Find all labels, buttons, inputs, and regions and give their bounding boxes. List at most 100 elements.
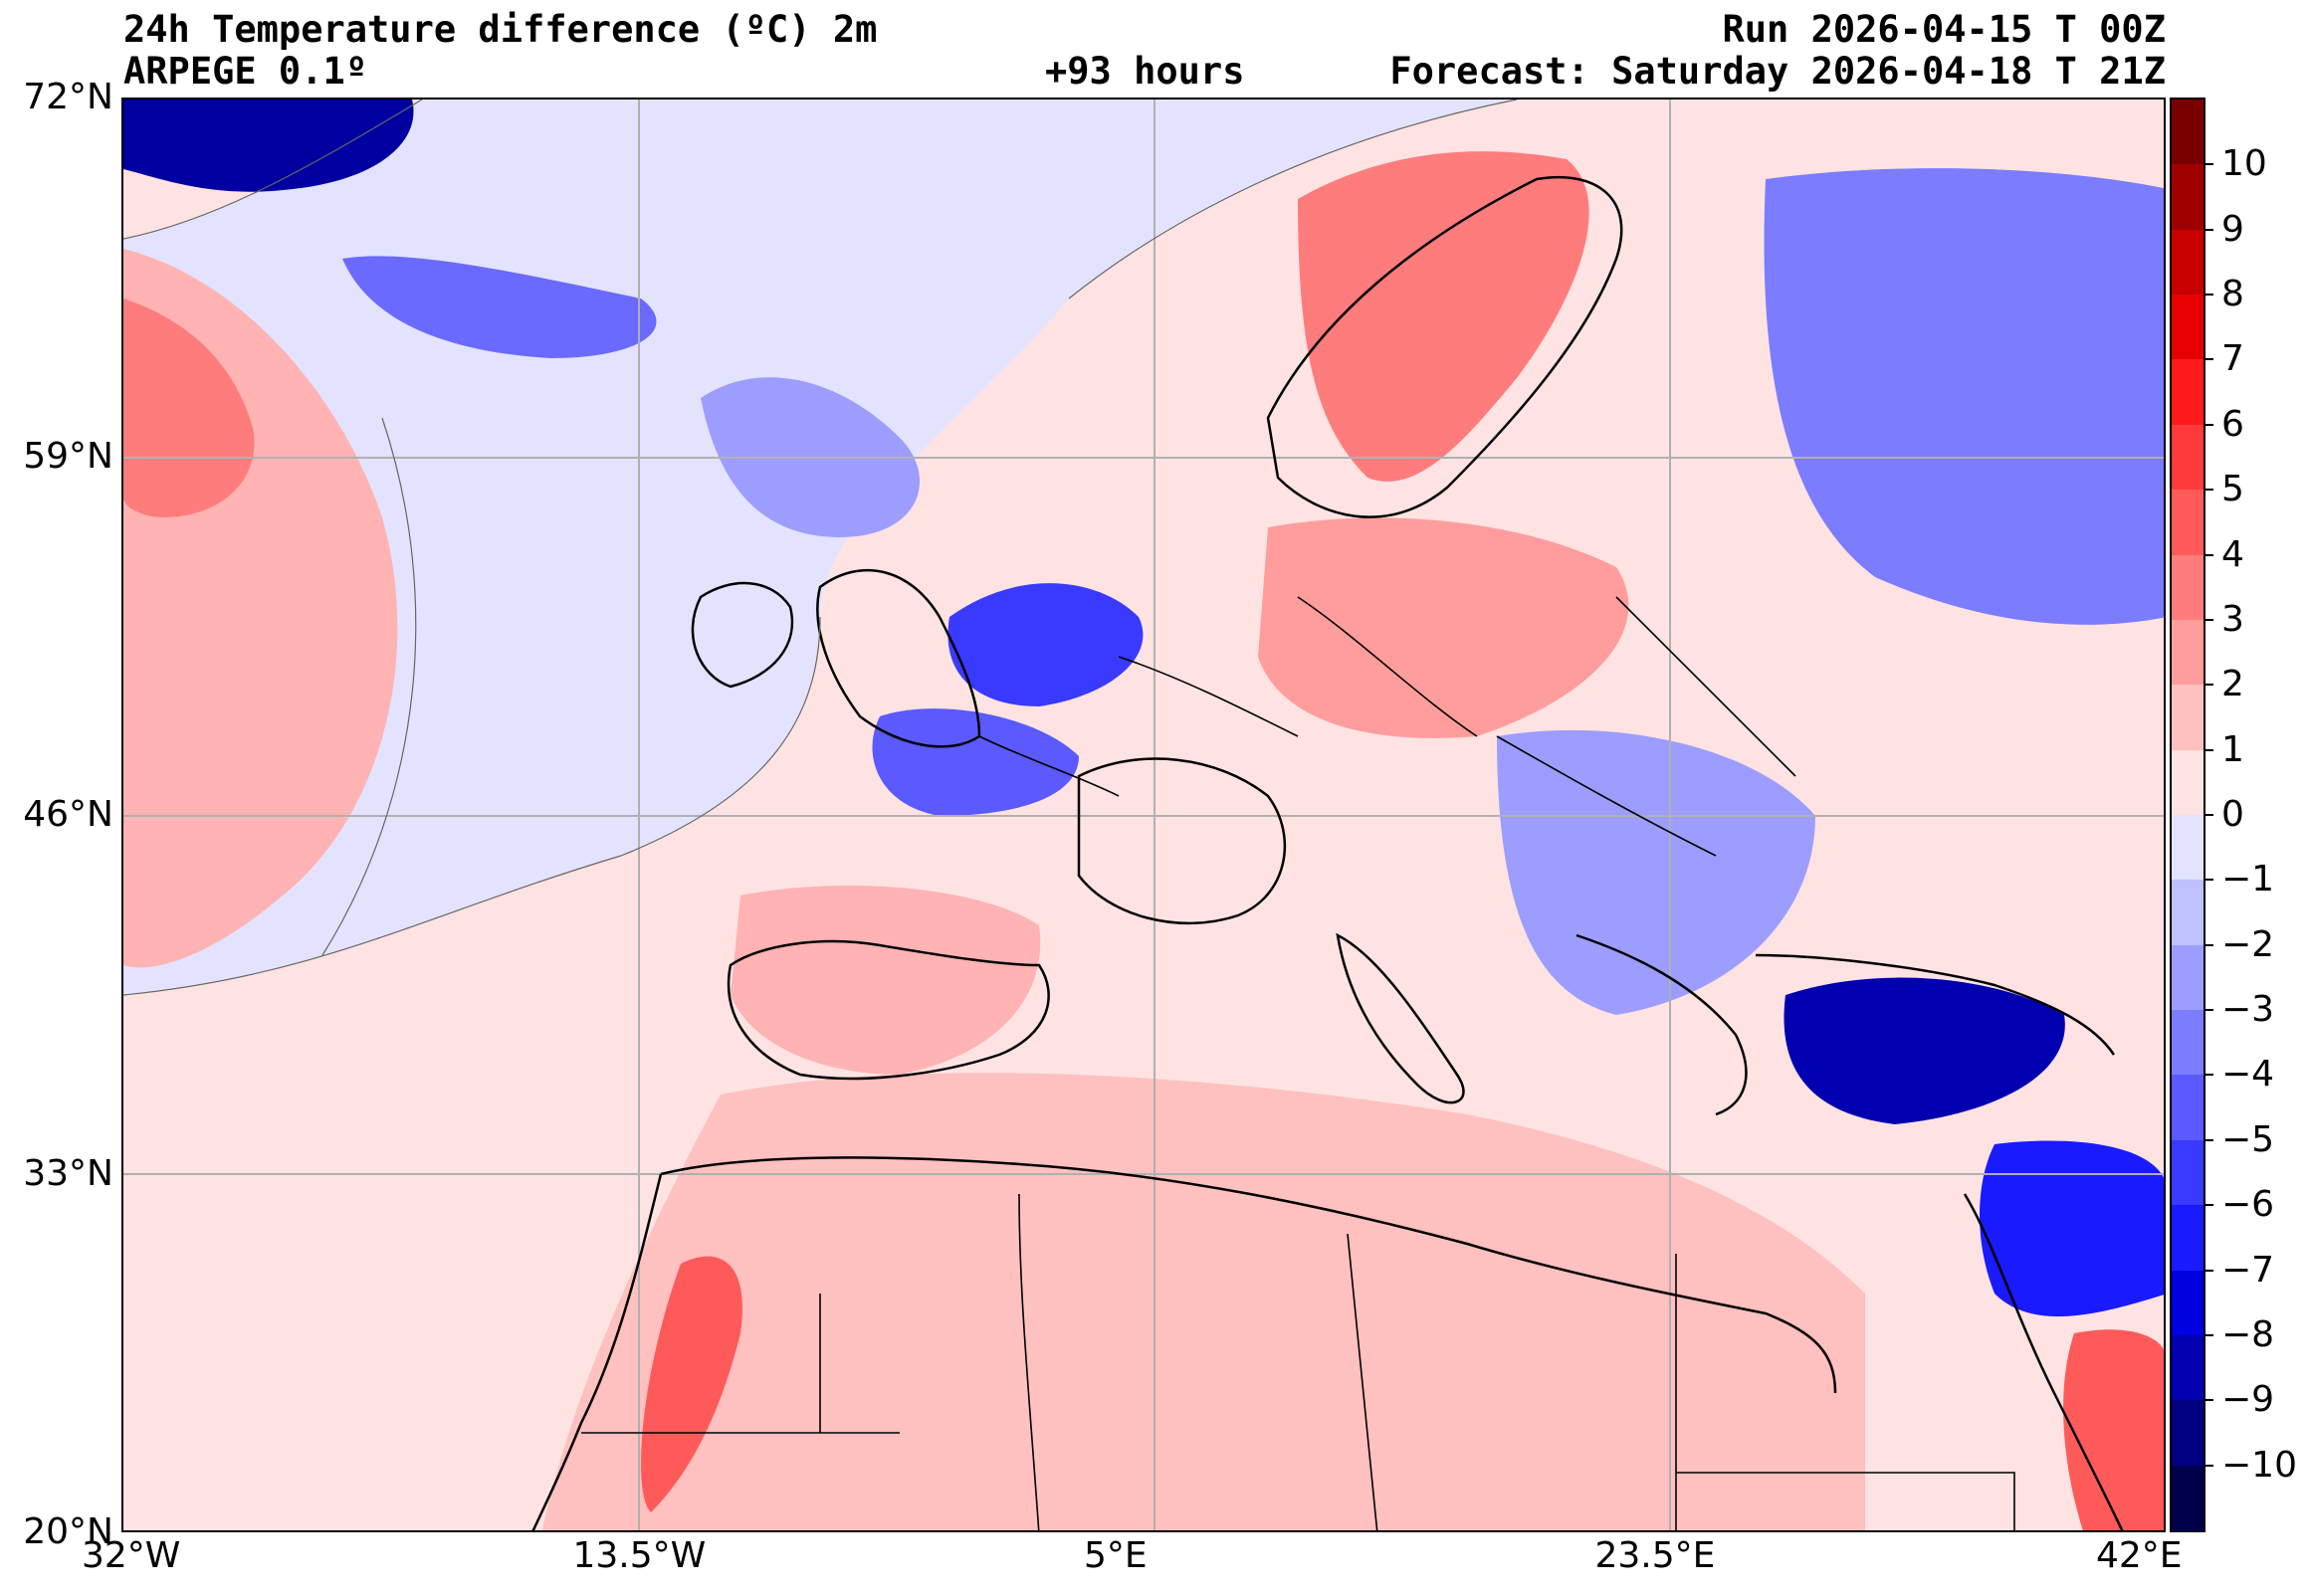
colorbar-label: 5 [2221,469,2244,510]
country-borders [581,596,2015,1530]
colorbar-band [2172,1205,2204,1272]
colorbar-tick [2205,1138,2213,1141]
colorbar-label: −8 [2221,1313,2275,1355]
colorbar-band [2172,619,2204,687]
colorbar-tick [2205,423,2213,426]
colorbar-label: 9 [2221,208,2244,250]
colorbar-label: −1 [2221,859,2275,900]
colorbar-label: −5 [2221,1118,2275,1160]
colorbar-band [2172,815,2204,882]
colorbar-band [2172,229,2204,297]
colorbar-band [2172,1270,2204,1336]
temperature-field [123,100,2164,1530]
levant-cold [1980,1140,2164,1317]
colorbar-label: 8 [2221,274,2244,315]
colorbar-label: 2 [2221,664,2244,705]
lon-tick-label: 13.5°W [572,1535,707,1576]
colorbar-tick [2205,618,2213,621]
colorbar-label: −4 [2221,1054,2275,1096]
colorbar-band [2172,554,2204,621]
colorbar-tick [2205,1464,2213,1467]
contour-lines [123,100,1518,996]
colorbar-tick [2205,748,2213,751]
colorbar-band [2172,424,2204,492]
turkey-cold [1784,977,2065,1124]
forecast-map[interactable] [121,98,2166,1532]
colorbar-tick [2205,814,2213,816]
morocco-coast-warm [641,1256,742,1512]
colorbar-tick [2205,553,2213,556]
colorbar-band [2172,880,2204,946]
colorbar-label: −10 [2221,1444,2297,1486]
forecast-label: Forecast: Saturday 2026-04-18 T 21Z [1389,50,2166,93]
lat-tick-label: 72°N [23,77,113,117]
central-europe-warm [1258,517,1629,738]
colorbar-band [2172,1075,2204,1141]
colorbar-band [2172,1400,2204,1467]
colorbar-band [2172,1010,2204,1077]
iberia-warm [731,886,1041,1075]
atlantic-core-warm [123,299,255,517]
colorbar-band [2172,295,2204,361]
coastlines [531,175,2124,1530]
colorbar-label: −9 [2221,1379,2275,1421]
france-cold [872,708,1079,816]
north-africa-warm [541,1073,1865,1530]
colorbar-label: −7 [2221,1249,2275,1291]
lat-tick-label: 46°N [23,794,113,835]
colorbar-tick [2205,294,2213,297]
colorbar-tick [2205,1074,2213,1077]
colorbar-tick [2205,1204,2213,1207]
benelux-cold [947,583,1144,706]
colorbar [2170,98,2205,1532]
lead-time-label: +93 hours [1045,50,1245,93]
colorbar-tick [2205,684,2213,687]
colorbar-tick [2205,1399,2213,1402]
russia-cold [1764,168,2164,625]
colorbar-label: 4 [2221,533,2244,575]
colorbar-label: 10 [2221,143,2267,185]
colorbar-tick [2205,879,2213,882]
colorbar-label: 6 [2221,403,2244,445]
colorbar-label: 3 [2221,598,2244,640]
lon-tick-label: 23.5°E [1594,1535,1716,1576]
iceland-region [342,256,657,358]
run-label: Run 2026-04-15 T 00Z [1722,8,2166,51]
colorbar-label: −6 [2221,1184,2275,1226]
colorbar-band [2172,1139,2204,1207]
scandinavia-warm [1298,151,1589,482]
egypt-warm [2063,1329,2164,1530]
colorbar-band [2172,490,2204,556]
colorbar-band [2172,749,2204,816]
model-label: ARPEGE 0.1º [123,50,368,93]
colorbar-band [2172,1465,2204,1531]
colorbar-tick [2205,163,2213,166]
colorbar-label: 7 [2221,338,2244,380]
lat-tick-label: 20°N [23,1511,113,1552]
colorbar-band [2172,164,2204,231]
colorbar-tick [2205,358,2213,361]
colorbar-label: 1 [2221,728,2244,770]
lat-tick-label: 59°N [23,435,113,477]
colorbar-tick [2205,943,2213,946]
map-title: 24h Temperature difference (ºC) 2m [123,8,878,51]
colorbar-tick [2205,489,2213,492]
lat-tick-label: 33°N [23,1152,113,1194]
colorbar-band [2172,100,2204,166]
colorbar-label: 0 [2221,794,2244,835]
lon-tick-label: 42°E [2096,1535,2183,1576]
colorbar-tick [2205,228,2213,231]
lon-tick-label: 5°E [1084,1535,1148,1576]
colorbar-tick [2205,1269,2213,1272]
greenland-coast [123,100,414,192]
colorbar-label: −2 [2221,923,2275,965]
colorbar-band [2172,685,2204,751]
colorbar-label: −3 [2221,989,2275,1031]
balkans-cold [1497,729,1815,1015]
colorbar-tick [2205,1009,2213,1012]
colorbar-tick [2205,1333,2213,1336]
colorbar-band [2172,359,2204,426]
colorbar-band [2172,1334,2204,1402]
colorbar-band [2172,944,2204,1012]
lon-tick-label: 32°W [82,1535,181,1576]
